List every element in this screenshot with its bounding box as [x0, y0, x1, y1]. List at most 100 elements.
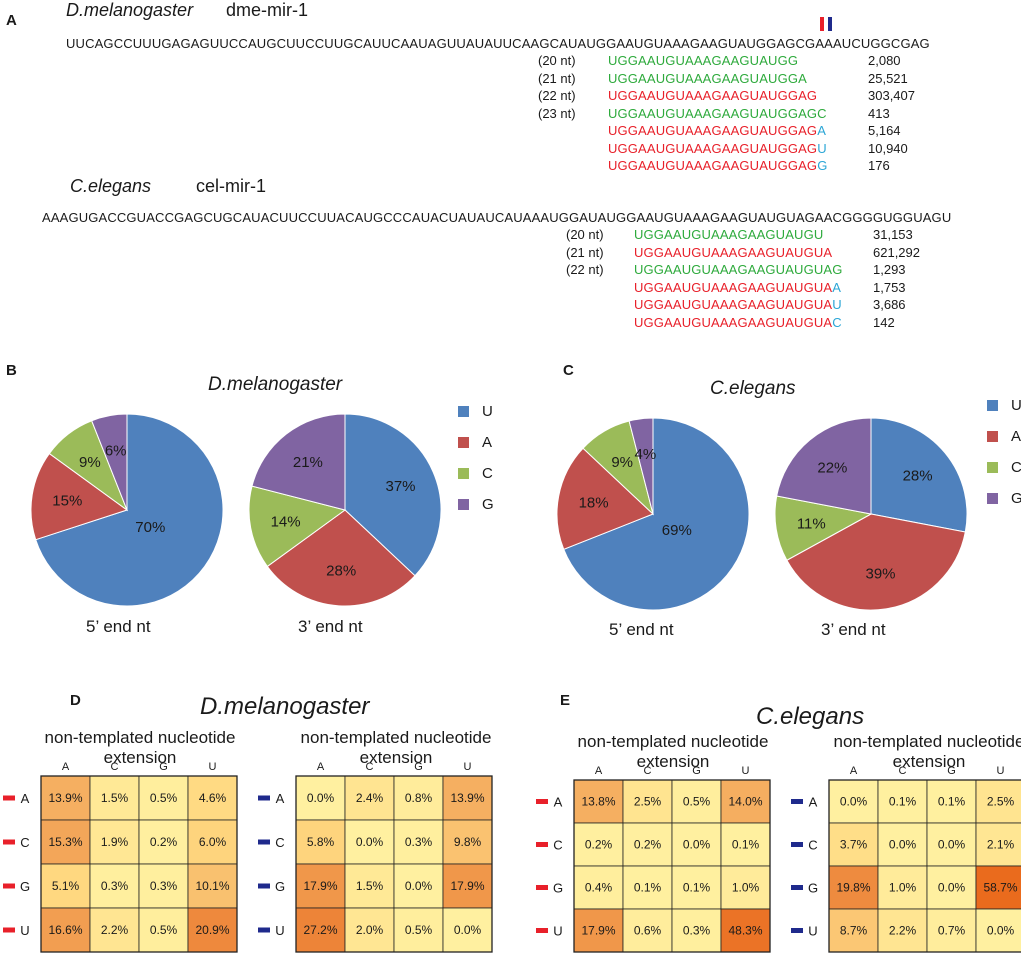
heatmap-row-marker — [791, 928, 803, 933]
worm-read-length: (20 nt) — [566, 227, 604, 242]
heatmap-title: non-templated nucleotide extension — [833, 732, 1021, 771]
heatmap-cell-label: 4.6% — [199, 791, 227, 805]
heatmap-cell — [344, 907, 395, 953]
heatmap-row-marker — [536, 799, 548, 804]
heatmap-cell-label: 1.5% — [356, 879, 384, 893]
heatmap-cell-label: 17.9% — [581, 924, 615, 938]
panel-d-title: D.melanogaster — [200, 693, 370, 720]
heatmap-row-label: U — [275, 923, 284, 938]
fly-read-tail: A — [817, 123, 827, 138]
pie-slice-C — [774, 495, 873, 561]
panel-a-label: A — [6, 12, 17, 29]
heatmap-cell-label: 2.5% — [634, 795, 662, 809]
worm-read-count: 142 — [873, 314, 895, 330]
heatmap-cell-label: 0.1% — [634, 881, 662, 895]
worm-read-core: UGGAAUGUAAAGAAGUAUGUA — [634, 279, 833, 295]
fly-read-core: UGGAAUGUAAAGAAGUAUGG — [608, 53, 799, 68]
pie-slice-G — [776, 417, 872, 515]
heatmap-row-marker — [791, 799, 803, 804]
heatmap-cell — [671, 779, 722, 824]
heatmap-cell — [344, 819, 395, 865]
heatmap-cell — [295, 863, 346, 909]
heatmap-col-label: A — [317, 761, 325, 773]
heatmap-cell-label: 0.1% — [889, 795, 917, 809]
heatmap-cell-label: 2.0% — [356, 923, 384, 937]
heatmap-cell-label: 2.2% — [889, 924, 917, 938]
panel-d-label: D — [70, 692, 81, 709]
worm-mirna-name: cel-mir-1 — [196, 176, 266, 196]
heatmap-cell-label: 17.9% — [303, 879, 337, 893]
heatmap-cell — [187, 863, 238, 909]
heatmap-border — [573, 779, 771, 953]
pie-slice-G — [251, 413, 346, 511]
fly-read-length: (20 nt) — [538, 53, 576, 68]
heatmap-cell-label: 0.8% — [405, 791, 433, 805]
heatmap-cell-label: 0.0% — [405, 879, 433, 893]
fly-read-length: (22 nt) — [538, 88, 576, 103]
heatmap-cell-label: 0.1% — [938, 795, 966, 809]
heatmap-cell-label: 5.8% — [307, 835, 335, 849]
worm-read-tail: C — [832, 314, 842, 330]
fly-read-sequence: UGGAAUGUAAAGAAGUAUGGA — [608, 71, 807, 86]
pie-slice-label: 22% — [817, 459, 847, 476]
fly-read-core: UGGAAUGUAAAGAAGUAUGGAG — [608, 88, 818, 103]
fly-read-count: 413 — [868, 105, 890, 121]
panel-b-title: D.melanogaster — [208, 374, 343, 395]
heatmap-cell-label: 0.0% — [938, 838, 966, 852]
heatmap-cell-label: 19.8% — [836, 881, 870, 895]
heatmap-title: non-templated nucleotide extension — [300, 728, 492, 767]
fly-read-core: UGGAAUGUAAAGAAGUAUGGAG — [608, 123, 818, 138]
worm-read-count: 31,153 — [873, 227, 913, 242]
fly-marker-blue — [828, 17, 832, 31]
heatmap-cell-label: 14.0% — [728, 795, 762, 809]
heatmap-cell-label: 2.5% — [987, 795, 1015, 809]
legend-label-G: G — [482, 496, 494, 513]
legend-swatch-C — [458, 468, 469, 479]
heatmap-cell — [138, 907, 189, 953]
pie-slice-label: 39% — [865, 566, 895, 583]
heatmap-row-label: A — [809, 795, 818, 810]
panel-c-label: C — [563, 362, 574, 379]
heatmap-cell-label: 0.2% — [585, 838, 613, 852]
worm-read-sequence: UGGAAUGUAAAGAAGUAUGUAU — [634, 297, 842, 312]
pie-slice-U — [870, 417, 968, 533]
heatmap-cell-label: 48.3% — [728, 924, 762, 938]
heatmap-cell-label: 13.9% — [48, 791, 82, 805]
heatmap-cell-label: 0.3% — [101, 879, 129, 893]
fly-read-core: UGGAAUGUAAAGAAGUAUGGAGC — [608, 105, 827, 121]
fly-read-sequence: UGGAAUGUAAAGAAGUAUGGAG — [608, 88, 817, 103]
heatmap-cell — [975, 822, 1021, 867]
heatmap-cell — [442, 863, 493, 909]
worm-read-sequence: UGGAAUGUAAAGAAGUAUGUAA — [634, 280, 841, 295]
heatmap-row-label: G — [275, 879, 285, 894]
pie-slice-C — [248, 485, 347, 568]
fly-read-length: (23 nt) — [538, 105, 576, 121]
legend-swatch-U — [458, 406, 469, 417]
heatmap-cell-label: 0.7% — [938, 924, 966, 938]
pie-slice-label: 18% — [579, 495, 609, 512]
heatmap-row-label: U — [20, 923, 29, 938]
legend-swatch-U — [987, 400, 998, 411]
fly-read-count: 2,080 — [868, 53, 901, 68]
heatmap-cell-label: 1.0% — [732, 881, 760, 895]
heatmap-col-label: A — [62, 761, 70, 773]
fly-read-sequence: UGGAAUGUAAAGAAGUAUGGAGG — [608, 158, 827, 173]
heatmap-title: non-templated nucleotide extension — [44, 728, 236, 767]
heatmap-cell — [89, 863, 140, 909]
worm-read-sequence: UGGAAUGUAAAGAAGUAUGUAC — [634, 315, 842, 330]
heatmap-cell-label: 2.4% — [356, 791, 384, 805]
panel-e-label: E — [560, 692, 571, 709]
fly-species-title: D.melanogaster — [66, 0, 194, 20]
heatmap-row-marker — [536, 928, 548, 933]
worm-read-length: (21 nt) — [566, 244, 604, 260]
pie-c1-label: 5’ end nt — [609, 620, 674, 639]
heatmap-cell — [40, 907, 91, 953]
heatmap-row-label: A — [276, 791, 285, 806]
heatmap-cell-label: 0.1% — [732, 838, 760, 852]
heatmap-row-marker — [3, 883, 15, 889]
heatmap-border — [40, 775, 238, 953]
fly-read-sequence: UGGAAUGUAAAGAAGUAUGGAGA — [608, 123, 826, 138]
fly-read-count: 25,521 — [868, 70, 908, 86]
